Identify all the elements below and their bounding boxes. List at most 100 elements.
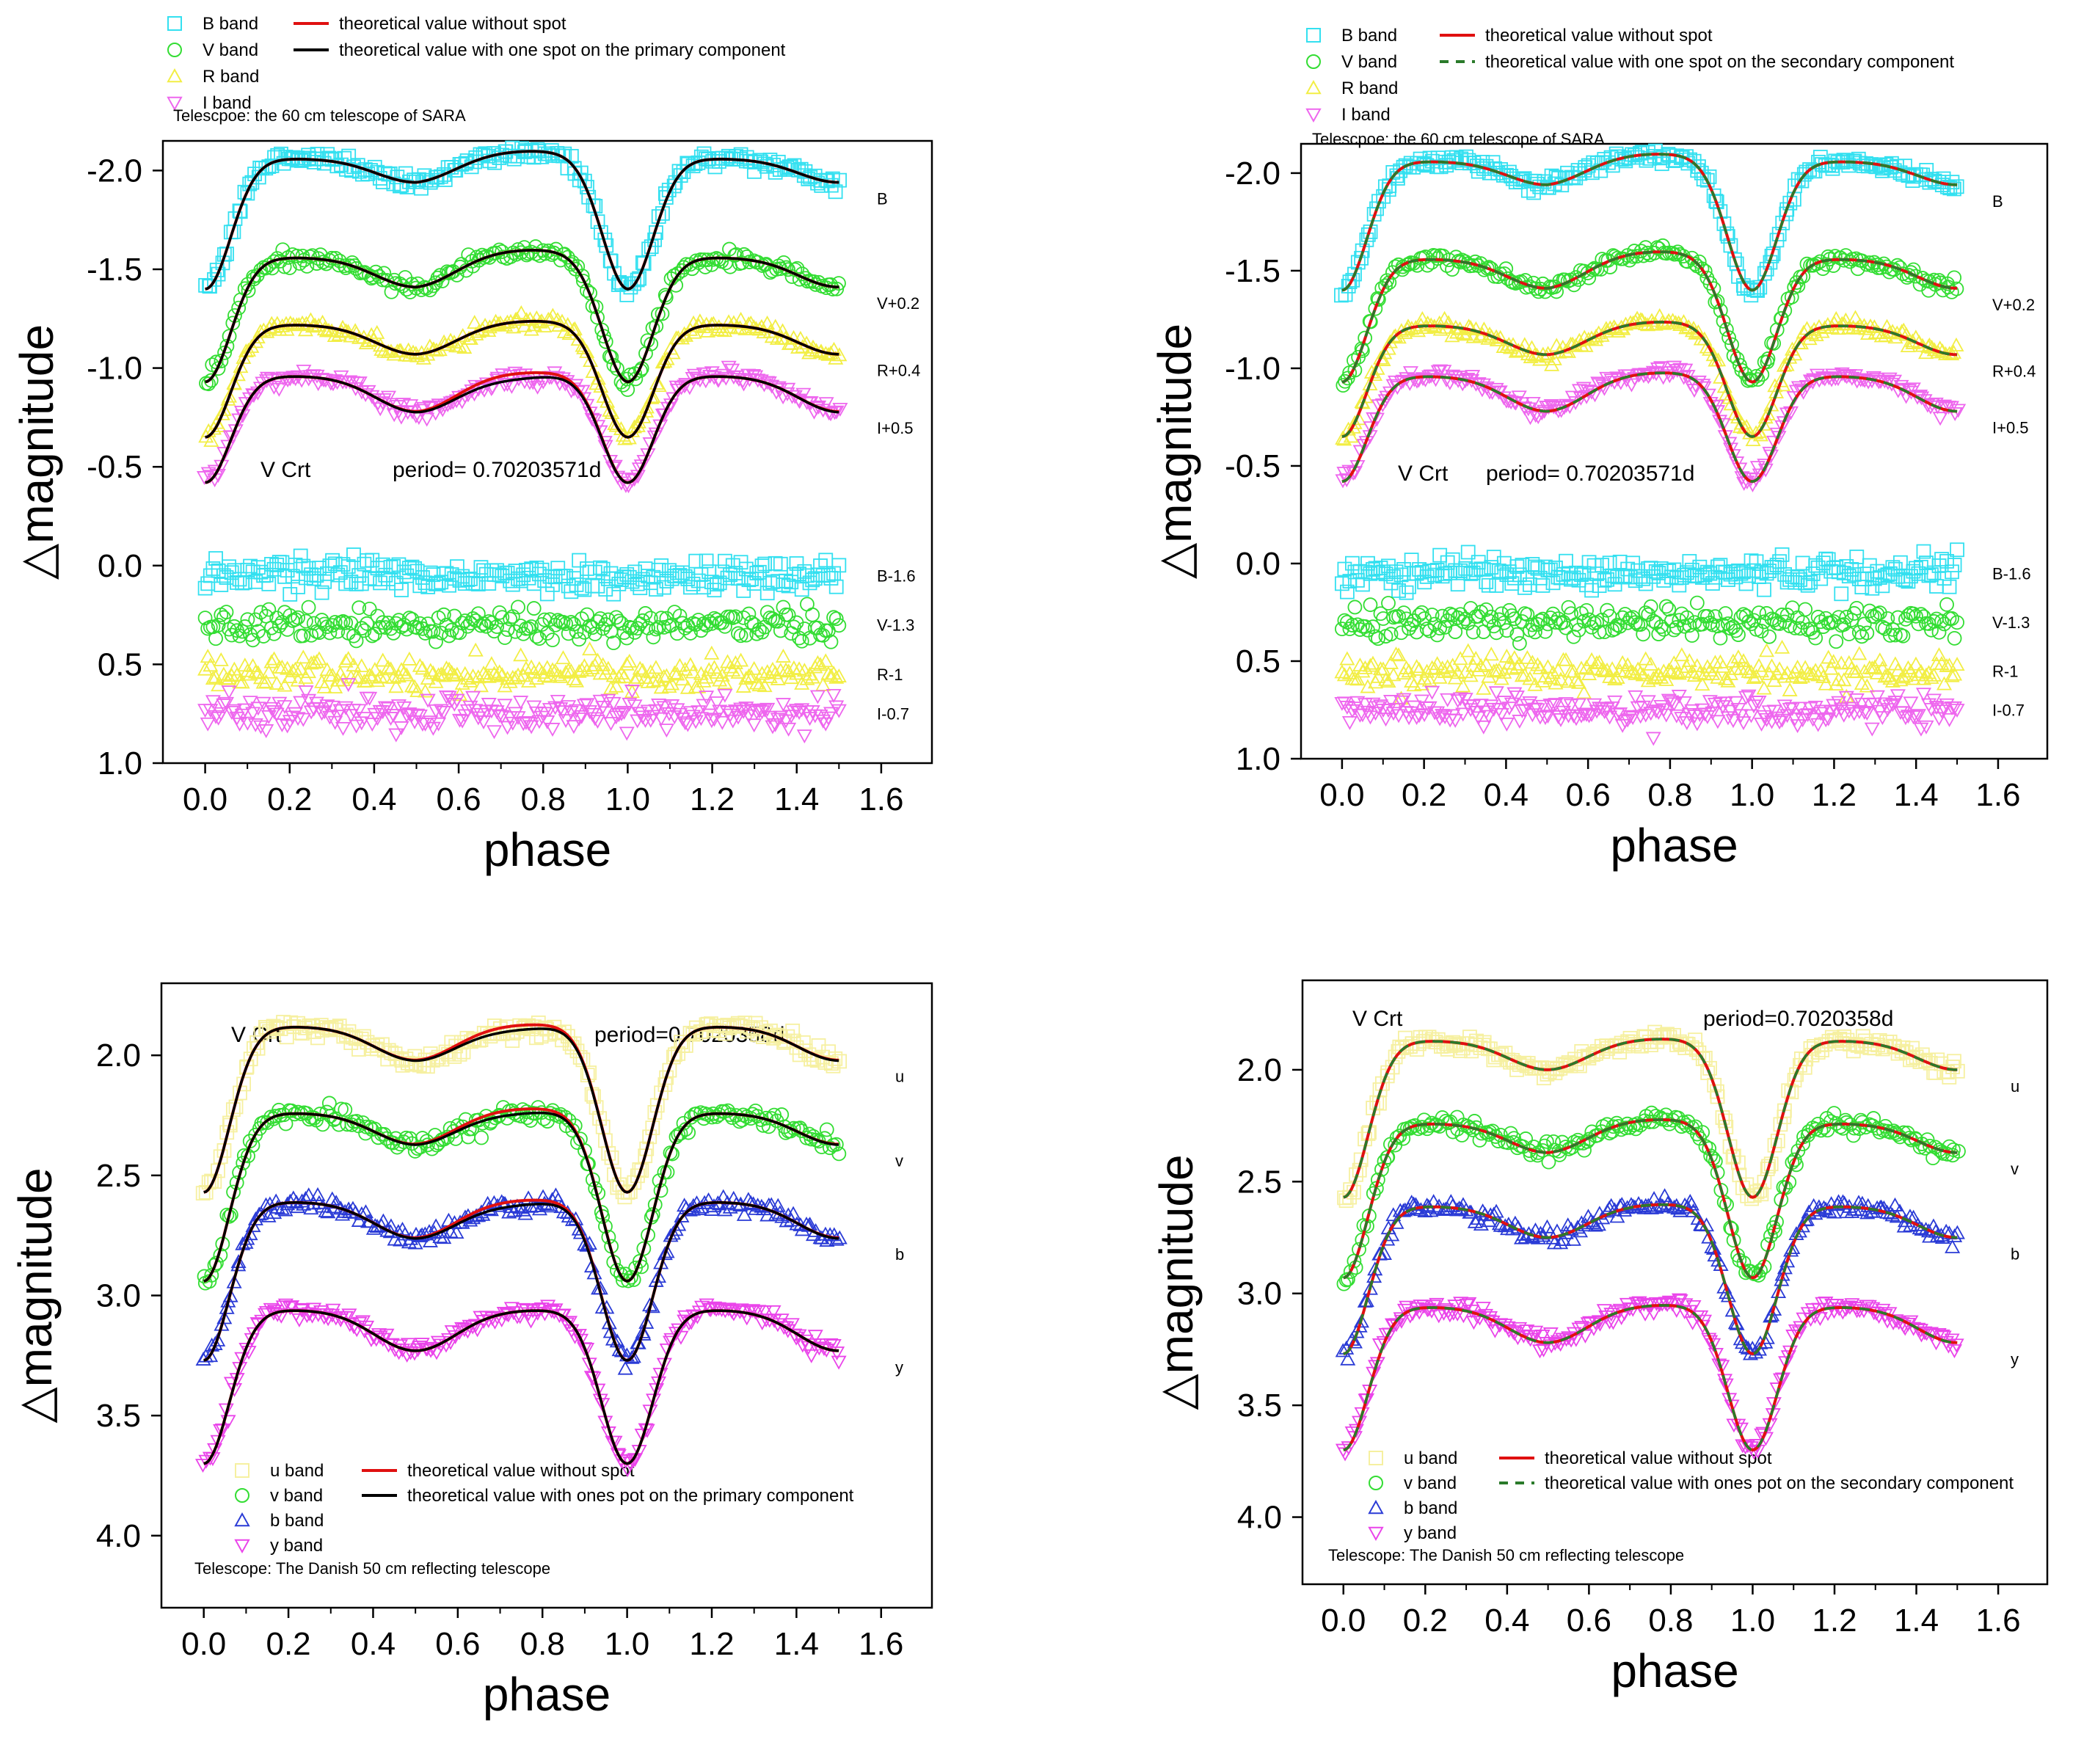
residual-point [303, 655, 319, 670]
band-label: B [877, 190, 888, 208]
residual-point [1939, 597, 1954, 612]
residual-point [579, 663, 595, 677]
residual-point [773, 710, 789, 725]
data-point [1347, 266, 1362, 282]
legend-marker-triangle-down [234, 1539, 250, 1554]
residual-point [1584, 583, 1599, 598]
plot-frame [1300, 142, 2049, 760]
residual-point [781, 608, 796, 622]
residual-point [701, 662, 717, 677]
y-tick-label: -2.0 [1225, 156, 1280, 192]
data-point [247, 271, 261, 287]
residual-point [234, 674, 250, 689]
residual-point [704, 714, 720, 729]
x-tick-label: 0.0 [181, 1626, 226, 1662]
residual-point [335, 557, 351, 572]
data-point [1636, 248, 1651, 263]
data-point [1713, 303, 1728, 318]
data-point [575, 269, 590, 284]
residual-point [476, 715, 492, 730]
residual-point [566, 720, 582, 735]
legend-marker-triangle-up [1368, 1499, 1384, 1515]
curve-without-spot [203, 1107, 839, 1283]
data-point [1380, 273, 1395, 288]
residual-point [526, 601, 542, 616]
data-point [482, 153, 498, 169]
residual-point [367, 662, 383, 677]
residual-point [252, 720, 269, 735]
data-point [597, 436, 613, 451]
residual-point [627, 624, 642, 640]
residual-point [1488, 686, 1504, 701]
y-axis-title: △magnitude [9, 1167, 62, 1423]
residual-point [431, 717, 447, 732]
residual-point [290, 712, 306, 726]
data-point [1343, 429, 1359, 443]
data-point [603, 253, 619, 269]
legend-label: u band [1404, 1448, 1457, 1468]
residual-point [613, 707, 630, 722]
data-point [415, 350, 431, 365]
residual-point [606, 586, 622, 602]
data-point [593, 379, 609, 393]
data-point [604, 349, 619, 365]
residual-point [489, 563, 505, 578]
data-point [222, 329, 237, 344]
curve-with-spot [205, 375, 839, 484]
x-tick-label: 0.4 [1484, 777, 1529, 813]
residual-point [1774, 639, 1790, 654]
residual-point [630, 621, 645, 636]
residual-point [218, 696, 235, 711]
residual-point [1584, 652, 1600, 666]
data-point [528, 239, 543, 254]
y-tick-label: 1.0 [1236, 741, 1280, 777]
residual-point [593, 560, 608, 575]
residual-point [545, 577, 560, 592]
data-point [1359, 232, 1374, 247]
residual-point [200, 649, 216, 663]
residual-point [446, 667, 462, 682]
legend-label: y band [1404, 1523, 1457, 1543]
x-tick-label: 0.4 [351, 781, 396, 817]
data-point [1859, 257, 1874, 272]
residual-point [433, 704, 449, 718]
data-point [283, 315, 299, 329]
residual-point [616, 706, 633, 721]
data-point [1727, 252, 1742, 267]
residual-point [1872, 652, 1888, 667]
residual-point [641, 620, 656, 635]
data-point [829, 281, 845, 296]
residual-point [746, 576, 762, 591]
data-point [1949, 179, 1964, 194]
residual-point [436, 607, 451, 622]
data-point [484, 381, 500, 396]
residual-point [789, 556, 804, 571]
residual-point [645, 673, 661, 688]
residual-point [423, 663, 439, 677]
residual-point [511, 599, 525, 615]
x-axis-title: phase [1610, 819, 1738, 872]
residual-point [272, 696, 288, 711]
residual-point [632, 660, 648, 675]
data-point [384, 284, 399, 299]
band-label: I+0.5 [877, 419, 914, 437]
residual-point [481, 668, 497, 683]
data-point [627, 473, 643, 487]
residual-point [375, 652, 391, 667]
x-tick-label: 1.0 [1730, 1603, 1775, 1639]
legend-marker-triangle-down [167, 96, 183, 112]
data-point [442, 332, 459, 347]
y-tick-label: 2.0 [96, 1038, 141, 1074]
data-point [632, 271, 647, 286]
x-tick-label: 0.2 [1403, 1603, 1448, 1639]
telescope-note: Telescpoe: the 60 cm telescope of SARA [173, 106, 466, 125]
data-point [570, 259, 586, 274]
data-point [214, 354, 229, 368]
residual-point [654, 558, 669, 573]
data-point [478, 146, 493, 161]
residual-point [1849, 600, 1865, 616]
y-tick-label: 2.0 [1237, 1052, 1282, 1088]
telescope-note: Telescope: The Danish 50 cm reflecting t… [1328, 1546, 1684, 1564]
y-tick-label: -1.5 [1225, 253, 1280, 289]
data-point [1699, 172, 1715, 188]
